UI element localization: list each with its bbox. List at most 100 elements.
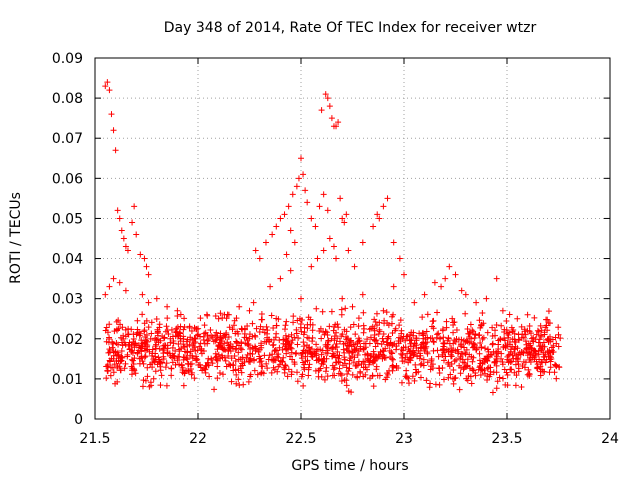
data-point [332, 321, 339, 328]
data-point [553, 375, 560, 382]
data-point [360, 329, 367, 336]
data-point [326, 323, 333, 330]
data-point [154, 329, 161, 336]
data-point [480, 334, 487, 341]
data-point [258, 370, 265, 377]
data-point [169, 333, 176, 340]
data-point [409, 373, 416, 380]
data-point [209, 334, 216, 341]
data-point [141, 339, 148, 346]
data-point [555, 331, 562, 338]
data-point [108, 364, 115, 371]
data-point [493, 350, 500, 357]
data-point [192, 338, 199, 345]
data-point [106, 357, 113, 364]
data-point [510, 355, 517, 362]
data-point [484, 346, 491, 353]
data-point [428, 357, 435, 364]
data-point [187, 365, 194, 372]
data-point [252, 345, 259, 352]
data-point [231, 317, 238, 324]
data-point [198, 345, 205, 352]
data-point [180, 336, 187, 343]
data-point [450, 347, 457, 354]
y-tick-label: 0.01 [52, 372, 83, 388]
data-point [131, 344, 138, 351]
data-point [172, 361, 179, 368]
data-point [445, 374, 452, 381]
data-point [189, 346, 196, 353]
data-point [300, 382, 307, 389]
data-point [505, 332, 512, 339]
data-point [276, 337, 283, 344]
data-point [288, 345, 295, 352]
data-point [341, 356, 348, 363]
data-point [496, 374, 503, 381]
data-point [120, 235, 127, 242]
data-point [134, 329, 141, 336]
data-point [271, 347, 278, 354]
x-tick-label: 23.5 [491, 431, 522, 447]
data-point [221, 340, 228, 347]
data-point [436, 365, 443, 372]
data-point [214, 357, 221, 364]
data-point [322, 91, 329, 98]
data-point [216, 343, 223, 350]
data-point [385, 322, 392, 329]
data-point [467, 321, 474, 328]
data-point [410, 329, 417, 336]
data-point [546, 348, 553, 355]
data-point [205, 355, 212, 362]
data-point [398, 327, 405, 334]
data-point [152, 343, 159, 350]
data-point [518, 348, 525, 355]
data-point [531, 354, 538, 361]
data-point [384, 371, 391, 378]
data-point [228, 378, 235, 385]
data-point [417, 361, 424, 368]
data-point [142, 353, 149, 360]
data-point [440, 334, 447, 341]
x-axis-label: GPS time / hours [291, 458, 408, 474]
data-point [443, 318, 450, 325]
data-point [489, 340, 496, 347]
data-point [360, 373, 367, 380]
data-point [489, 324, 496, 331]
data-point [469, 344, 476, 351]
x-tick-label: 23 [395, 431, 413, 447]
data-point [427, 335, 434, 342]
data-point [235, 376, 242, 383]
data-point [208, 356, 215, 363]
data-point [173, 325, 180, 332]
data-point [545, 335, 552, 342]
data-point [241, 358, 248, 365]
data-point [424, 350, 431, 357]
data-point [128, 326, 135, 333]
data-point [461, 364, 468, 371]
data-point [366, 326, 373, 333]
data-point [406, 336, 413, 343]
data-point [145, 324, 152, 331]
data-point [385, 335, 392, 342]
data-point [318, 351, 325, 358]
data-point [335, 119, 342, 126]
data-point [452, 271, 459, 278]
data-point [139, 311, 146, 318]
data-point [247, 358, 254, 365]
data-point [113, 357, 120, 364]
data-point [305, 372, 312, 379]
data-point [443, 324, 450, 331]
data-point [371, 327, 378, 334]
data-point [343, 211, 350, 218]
data-point [239, 326, 246, 333]
data-point [351, 354, 358, 361]
data-point [397, 317, 404, 324]
data-point [341, 219, 348, 226]
data-point [262, 239, 269, 246]
data-point [202, 369, 209, 376]
data-point [541, 354, 548, 361]
data-point [341, 326, 348, 333]
data-point [518, 323, 525, 330]
data-point [236, 382, 243, 389]
data-point [396, 255, 403, 262]
